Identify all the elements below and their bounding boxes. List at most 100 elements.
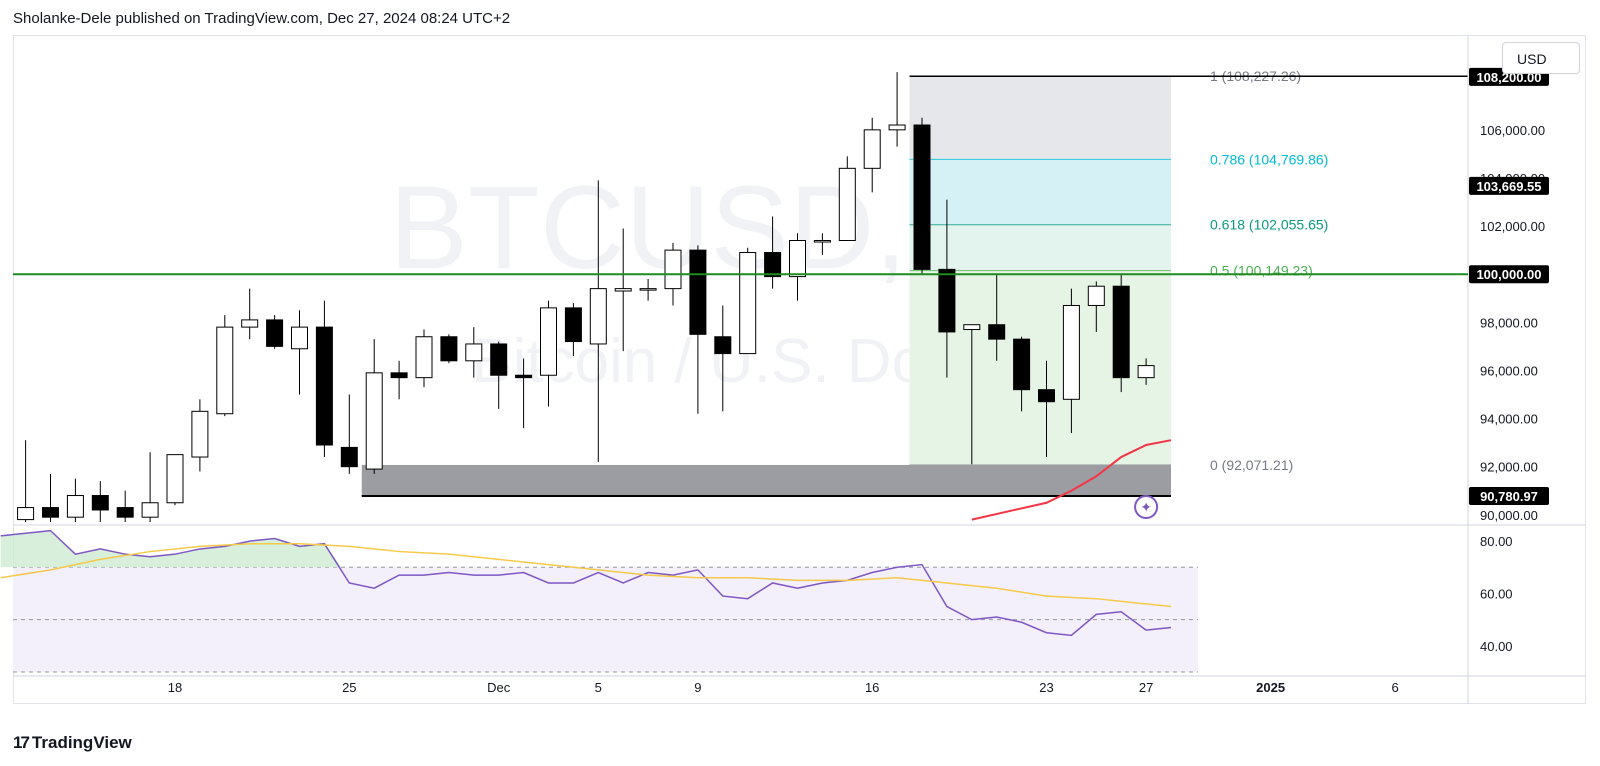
candle[interactable] [739, 247, 757, 355]
candle[interactable] [515, 358, 533, 429]
price-tag [1469, 486, 1549, 505]
candle[interactable] [639, 279, 657, 301]
candle-body [838, 167, 856, 242]
candle-body [91, 495, 109, 511]
fib-level-label: 0.618 (102,055.65) [1210, 217, 1328, 233]
candle[interactable] [614, 228, 632, 352]
fib-zone [909, 159, 1171, 225]
candle[interactable] [863, 117, 881, 193]
candle-body [116, 507, 134, 518]
price-tag-label: 103,669.55 [1476, 179, 1541, 194]
candle[interactable] [216, 315, 234, 417]
candle[interactable] [116, 490, 134, 522]
candle[interactable] [838, 156, 856, 242]
candle-body [17, 507, 35, 521]
candle[interactable] [888, 72, 906, 147]
candle-body [714, 336, 732, 355]
price-tag-label: 100,000.00 [1476, 267, 1541, 282]
overbought-fill [0, 530, 342, 568]
candle-body [1112, 285, 1130, 379]
candle[interactable] [166, 454, 184, 506]
candle[interactable] [42, 473, 59, 522]
candle[interactable] [390, 360, 408, 400]
candle[interactable] [913, 117, 931, 275]
chart-frame [13, 35, 1586, 704]
candle[interactable] [664, 242, 682, 306]
publish-info: Sholanke-Dele published on TradingView.c… [13, 10, 511, 27]
time-axis-tick: Dec [487, 680, 511, 695]
candle-body [614, 288, 632, 292]
support-zone[interactable] [361, 464, 1171, 496]
sparkle-icon[interactable]: ✦ [1134, 495, 1159, 519]
candle[interactable] [241, 288, 259, 340]
oscillator-axis-tick: 40.00 [1480, 639, 1513, 654]
fib-level-label: 0.786 (104,769.86) [1210, 151, 1328, 167]
candle[interactable] [988, 274, 1006, 361]
candle-body [66, 495, 84, 518]
currency-button[interactable]: USD [1502, 42, 1580, 74]
candle-body [141, 502, 159, 518]
candle-body [440, 336, 458, 362]
price-tag [1469, 176, 1549, 195]
candle[interactable] [266, 315, 284, 349]
brand-name: TradingView [31, 733, 132, 752]
candle[interactable] [714, 305, 732, 412]
candle[interactable] [540, 300, 557, 407]
candle[interactable] [1112, 274, 1130, 393]
candle[interactable] [91, 481, 109, 522]
price-tag [1469, 265, 1549, 284]
candle[interactable] [465, 327, 483, 378]
candle-body [515, 374, 533, 379]
price-axis-tick: 106,000.00 [1480, 123, 1545, 138]
candle[interactable] [17, 440, 35, 522]
candle[interactable] [490, 341, 508, 409]
time-axis-tick: 5 [595, 680, 602, 695]
candle[interactable] [589, 180, 607, 462]
candle-body [390, 372, 408, 379]
candle-body [789, 240, 806, 278]
candle-body [166, 454, 184, 504]
candle-body [365, 372, 383, 470]
time-axis-tick: 27 [1139, 680, 1153, 695]
time-axis-tick: 16 [865, 680, 879, 695]
time-axis-tick: 6 [1391, 680, 1398, 695]
candle[interactable] [764, 216, 782, 289]
candle-body [863, 129, 881, 169]
candle-body [415, 336, 433, 379]
candle[interactable] [315, 300, 333, 458]
candle[interactable] [813, 233, 831, 255]
candle[interactable] [1087, 281, 1105, 332]
oscillator-axis-tick: 80.00 [1480, 534, 1513, 549]
candle[interactable] [564, 303, 582, 356]
candle-body [42, 507, 59, 518]
candle-body [589, 288, 607, 345]
candle[interactable] [440, 334, 458, 364]
candle[interactable] [291, 310, 308, 395]
candle[interactable] [1038, 360, 1055, 458]
candle[interactable] [365, 339, 383, 474]
candle-body [1087, 285, 1105, 306]
price-axis-tick: 90,000.00 [1480, 508, 1538, 523]
candle[interactable] [1137, 358, 1155, 385]
time-axis-tick: 25 [342, 680, 356, 695]
candle[interactable] [141, 452, 159, 522]
candle[interactable] [340, 394, 358, 474]
candle-body [963, 324, 981, 331]
candle[interactable] [1013, 336, 1031, 412]
price-tag-label: 90,780.97 [1480, 489, 1538, 504]
candle[interactable] [415, 329, 433, 388]
candle[interactable] [1062, 288, 1080, 433]
sparkle-icon-glyph: ✦ [1140, 500, 1152, 516]
candle-body [913, 124, 931, 270]
candle[interactable] [963, 324, 981, 465]
candle[interactable] [938, 199, 956, 378]
candle[interactable] [689, 245, 707, 414]
candle-body [1062, 304, 1080, 400]
tradingview-logo[interactable]: 17 TradingView [13, 733, 132, 753]
candle[interactable] [789, 233, 806, 301]
candle-body [540, 307, 557, 376]
candle[interactable] [66, 478, 84, 522]
candle[interactable] [191, 399, 209, 472]
moving-average-line [971, 439, 1172, 521]
